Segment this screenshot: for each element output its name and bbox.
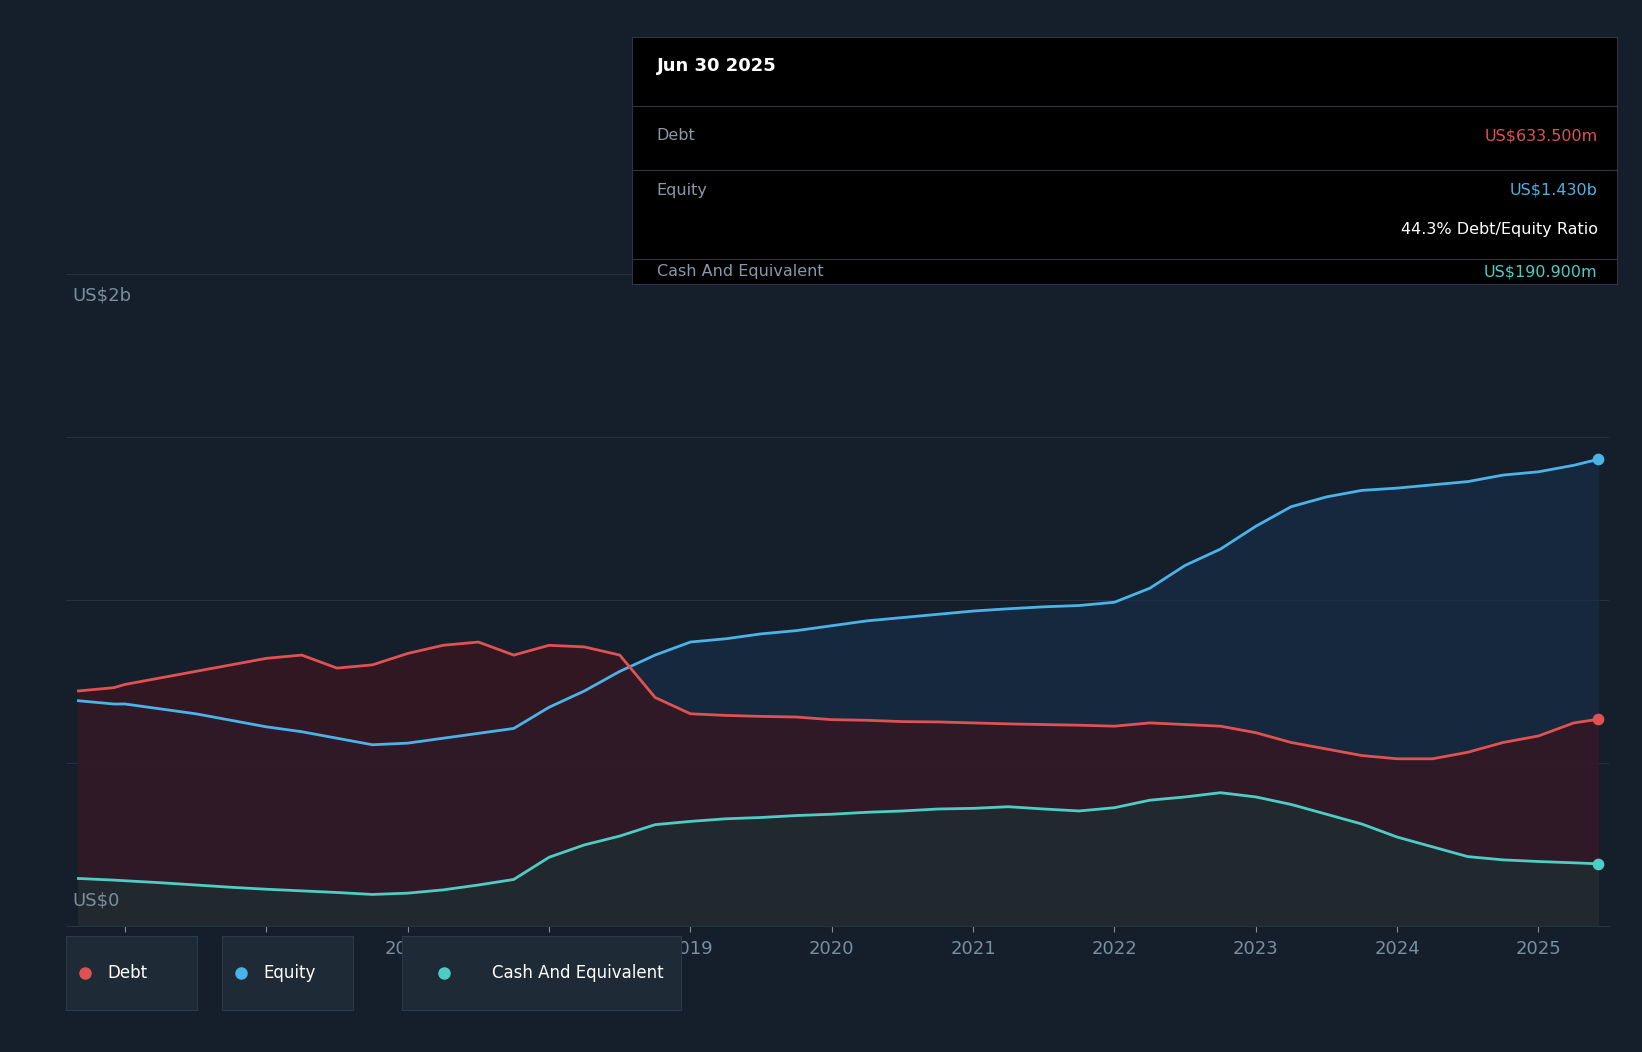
Text: Debt: Debt <box>108 964 148 983</box>
Point <box>1585 711 1611 728</box>
Text: US$0: US$0 <box>72 891 120 909</box>
Text: Equity: Equity <box>657 183 708 198</box>
Text: Debt: Debt <box>657 128 696 143</box>
Text: US$633.500m: US$633.500m <box>1484 128 1598 143</box>
Text: US$2b: US$2b <box>72 286 131 305</box>
Text: US$190.900m: US$190.900m <box>1484 264 1598 279</box>
Text: Jun 30 2025: Jun 30 2025 <box>657 58 777 76</box>
Point <box>1585 855 1611 872</box>
Point <box>1585 451 1611 468</box>
Text: 44.3% Debt/Equity Ratio: 44.3% Debt/Equity Ratio <box>1401 222 1598 237</box>
Text: Cash And Equivalent: Cash And Equivalent <box>491 964 663 983</box>
Text: US$1.430b: US$1.430b <box>1509 183 1598 198</box>
Text: Cash And Equivalent: Cash And Equivalent <box>657 264 823 279</box>
Text: Equity: Equity <box>264 964 315 983</box>
